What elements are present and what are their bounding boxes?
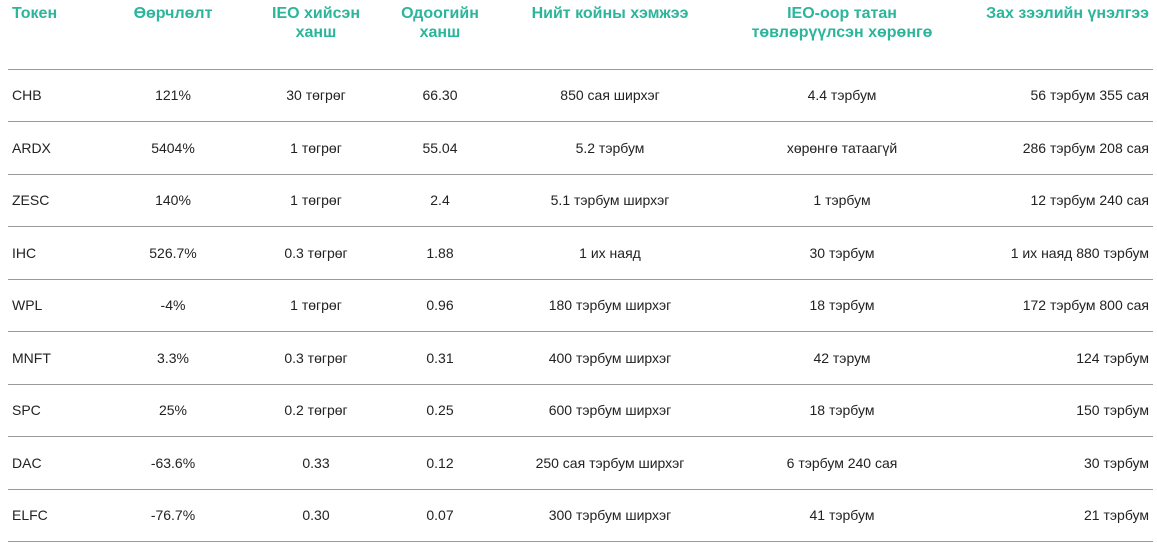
cell-change: 140% <box>100 174 246 227</box>
cell-ieo-price: 0.2 төгрөг <box>246 384 386 437</box>
cell-change: 25% <box>100 384 246 437</box>
cell-ieo-raised: хөрөнгө татаагүй <box>726 121 958 175</box>
cell-current-price: 0.25 <box>386 384 494 437</box>
table-row: CHB 121% 30 төгрөг 66.30 850 сая ширхэг 4.4 т… <box>8 69 1153 122</box>
cell-token: DAC <box>8 436 100 490</box>
cell-token: CHB <box>8 69 100 122</box>
table-body: CHB 121% 30 төгрөг 66.30 850 сая ширхэг 4.4 т… <box>8 69 1153 542</box>
cell-token: ARDX <box>8 121 100 175</box>
cell-market-cap: 124 тэрбум <box>958 331 1153 385</box>
cell-ieo-raised: 42 тэрум <box>726 331 958 385</box>
table-row: DAC -63.6% 0.33 0.12 250 сая тэрбум ширхэг 6 … <box>8 436 1153 490</box>
cell-ieo-raised: 1 тэрбум <box>726 174 958 227</box>
cell-total-supply: 1 их наяд <box>494 226 726 280</box>
table-row: ARDX 5404% 1 төгрөг 55.04 5.2 тэрбум хөрөнгө … <box>8 121 1153 175</box>
cell-change: -76.7% <box>100 489 246 542</box>
cell-market-cap: 150 тэрбум <box>958 384 1153 437</box>
cell-change: 121% <box>100 69 246 122</box>
cell-ieo-raised: 30 тэрбум <box>726 226 958 280</box>
cell-token: IHC <box>8 226 100 280</box>
cell-ieo-price: 0.3 төгрөг <box>246 331 386 385</box>
cell-current-price: 0.96 <box>386 279 494 332</box>
token-table: Токен Өөрчлөлт IEO хийсэн ханш Одоогийн … <box>8 0 1153 542</box>
cell-ieo-raised: 18 тэрбум <box>726 279 958 332</box>
cell-total-supply: 5.1 тэрбум ширхэг <box>494 174 726 227</box>
table-row: ELFC -76.7% 0.30 0.07 300 тэрбум ширхэг 41 тэ… <box>8 489 1153 542</box>
cell-token: ELFC <box>8 489 100 542</box>
cell-current-price: 66.30 <box>386 69 494 122</box>
cell-change: 3.3% <box>100 331 246 385</box>
table-row: MNFT 3.3% 0.3 төгрөг 0.31 400 тэрбум ширхэг 4… <box>8 331 1153 385</box>
cell-market-cap: 172 тэрбум 800 сая <box>958 279 1153 332</box>
cell-change: 5404% <box>100 121 246 175</box>
cell-total-supply: 850 сая ширхэг <box>494 69 726 122</box>
cell-current-price: 0.12 <box>386 436 494 490</box>
cell-current-price: 2.4 <box>386 174 494 227</box>
cell-total-supply: 250 сая тэрбум ширхэг <box>494 436 726 490</box>
header-ieo-price: IEO хийсэн ханш <box>246 0 386 70</box>
cell-change: -4% <box>100 279 246 332</box>
cell-ieo-price: 1 төгрөг <box>246 279 386 332</box>
cell-ieo-price: 1 төгрөг <box>246 121 386 175</box>
cell-ieo-price: 0.3 төгрөг <box>246 226 386 280</box>
cell-total-supply: 300 тэрбум ширхэг <box>494 489 726 542</box>
cell-market-cap: 21 тэрбум <box>958 489 1153 542</box>
cell-token: ZESC <box>8 174 100 227</box>
cell-ieo-raised: 18 тэрбум <box>726 384 958 437</box>
cell-current-price: 0.07 <box>386 489 494 542</box>
header-total-supply: Нийт койны хэмжээ <box>494 0 726 70</box>
cell-total-supply: 400 тэрбум ширхэг <box>494 331 726 385</box>
cell-token: WPL <box>8 279 100 332</box>
header-change: Өөрчлөлт <box>100 0 246 70</box>
cell-current-price: 55.04 <box>386 121 494 175</box>
table-row: WPL -4% 1 төгрөг 0.96 180 тэрбум ширхэг 18 тэ… <box>8 279 1153 332</box>
table-row: ZESC 140% 1 төгрөг 2.4 5.1 тэрбум ширхэг 1 тэ… <box>8 174 1153 227</box>
table-header-row: Токен Өөрчлөлт IEO хийсэн ханш Одоогийн … <box>8 0 1153 70</box>
cell-market-cap: 56 тэрбум 355 сая <box>958 69 1153 122</box>
table-row: IHC 526.7% 0.3 төгрөг 1.88 1 их наяд 30 тэрбу… <box>8 226 1153 280</box>
cell-current-price: 0.31 <box>386 331 494 385</box>
cell-total-supply: 180 тэрбум ширхэг <box>494 279 726 332</box>
cell-current-price: 1.88 <box>386 226 494 280</box>
header-market-cap: Зах зээлийн үнэлгээ <box>958 0 1153 70</box>
cell-total-supply: 5.2 тэрбум <box>494 121 726 175</box>
cell-ieo-price: 30 төгрөг <box>246 69 386 122</box>
cell-change: 526.7% <box>100 226 246 280</box>
header-token: Токен <box>8 0 100 70</box>
cell-ieo-raised: 4.4 тэрбум <box>726 69 958 122</box>
cell-ieo-raised: 6 тэрбум 240 сая <box>726 436 958 490</box>
cell-market-cap: 286 тэрбум 208 сая <box>958 121 1153 175</box>
cell-token: SPC <box>8 384 100 437</box>
cell-market-cap: 1 их наяд 880 тэрбум <box>958 226 1153 280</box>
cell-ieo-price: 0.33 <box>246 436 386 490</box>
cell-change: -63.6% <box>100 436 246 490</box>
cell-market-cap: 12 тэрбум 240 сая <box>958 174 1153 227</box>
cell-ieo-price: 1 төгрөг <box>246 174 386 227</box>
cell-ieo-price: 0.30 <box>246 489 386 542</box>
cell-market-cap: 30 тэрбум <box>958 436 1153 490</box>
cell-total-supply: 600 тэрбум ширхэг <box>494 384 726 437</box>
header-ieo-raised: IEO-оор татан төвлөрүүлсэн хөрөнгө <box>726 0 958 70</box>
cell-token: MNFT <box>8 331 100 385</box>
table-row: SPC 25% 0.2 төгрөг 0.25 600 тэрбум ширхэг 18 … <box>8 384 1153 437</box>
cell-ieo-raised: 41 тэрбум <box>726 489 958 542</box>
header-current-price: Одоогийн ханш <box>386 0 494 70</box>
